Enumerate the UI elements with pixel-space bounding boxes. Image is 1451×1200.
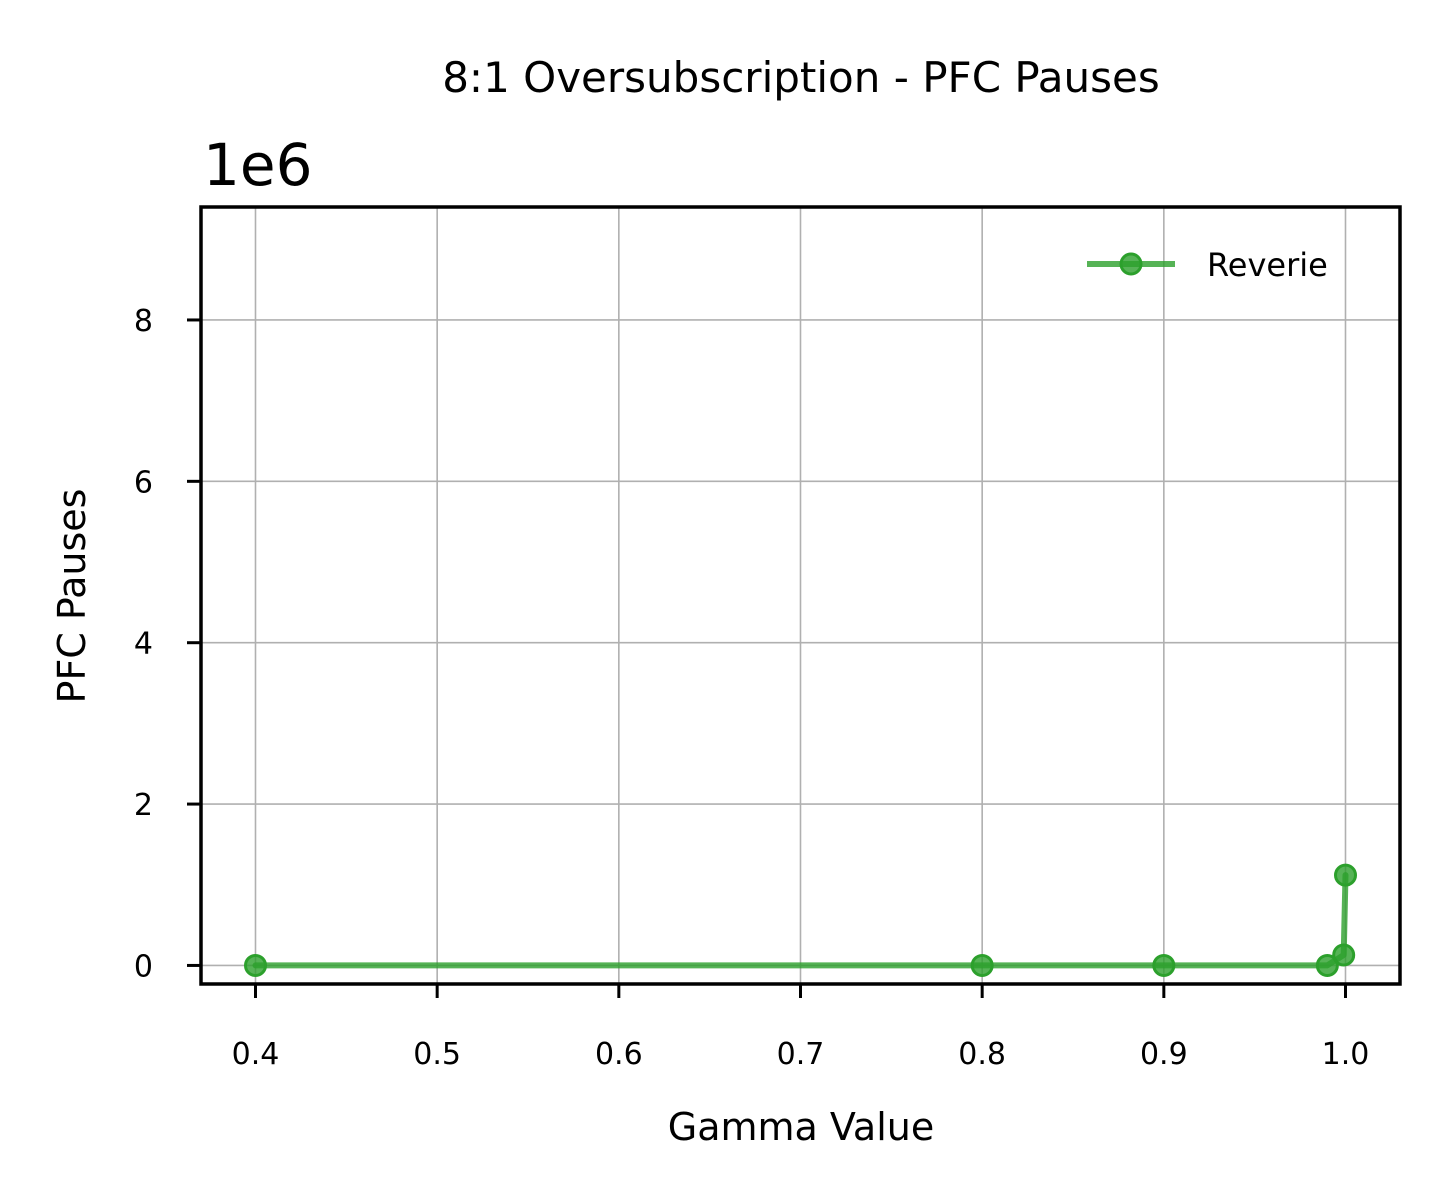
x-axis-label: Gamma Value xyxy=(668,1105,934,1149)
x-tick-label: 0.7 xyxy=(777,1037,825,1072)
data-point xyxy=(1152,953,1176,977)
y-offset-label: 1e6 xyxy=(203,131,313,199)
data-point xyxy=(1332,943,1356,967)
x-tick-label: 1.0 xyxy=(1322,1037,1370,1072)
y-axis: 0 2 4 6 8 xyxy=(134,304,201,984)
legend: Reverie xyxy=(1087,246,1328,284)
x-tick-label: 0.9 xyxy=(1140,1037,1188,1072)
y-axis-label: PFC Pauses xyxy=(50,489,94,704)
data-point xyxy=(244,953,267,977)
x-tick-label: 0.5 xyxy=(413,1037,461,1072)
chart-title: 8:1 Oversubscription - PFC Pauses xyxy=(442,53,1160,102)
data-point xyxy=(1315,953,1339,977)
x-axis: 0.4 0.5 0.6 0.7 0.8 0.9 1.0 xyxy=(232,984,1370,1072)
series-line-reverie xyxy=(252,872,1349,969)
x-tick-label: 0.4 xyxy=(232,1037,280,1072)
legend-marker-reverie xyxy=(1119,252,1143,276)
y-tick-label: 6 xyxy=(134,465,153,500)
y-tick-label: 4 xyxy=(134,627,153,662)
data-point xyxy=(1334,863,1357,887)
series-layer xyxy=(244,863,1357,977)
x-tick-label: 0.6 xyxy=(595,1037,643,1072)
legend-label-reverie: Reverie xyxy=(1207,246,1328,284)
x-tick-label: 0.8 xyxy=(958,1037,1006,1072)
y-tick-label: 0 xyxy=(134,949,153,984)
y-tick-label: 2 xyxy=(134,788,153,823)
data-point xyxy=(970,953,994,977)
y-tick-label: 8 xyxy=(134,304,153,339)
